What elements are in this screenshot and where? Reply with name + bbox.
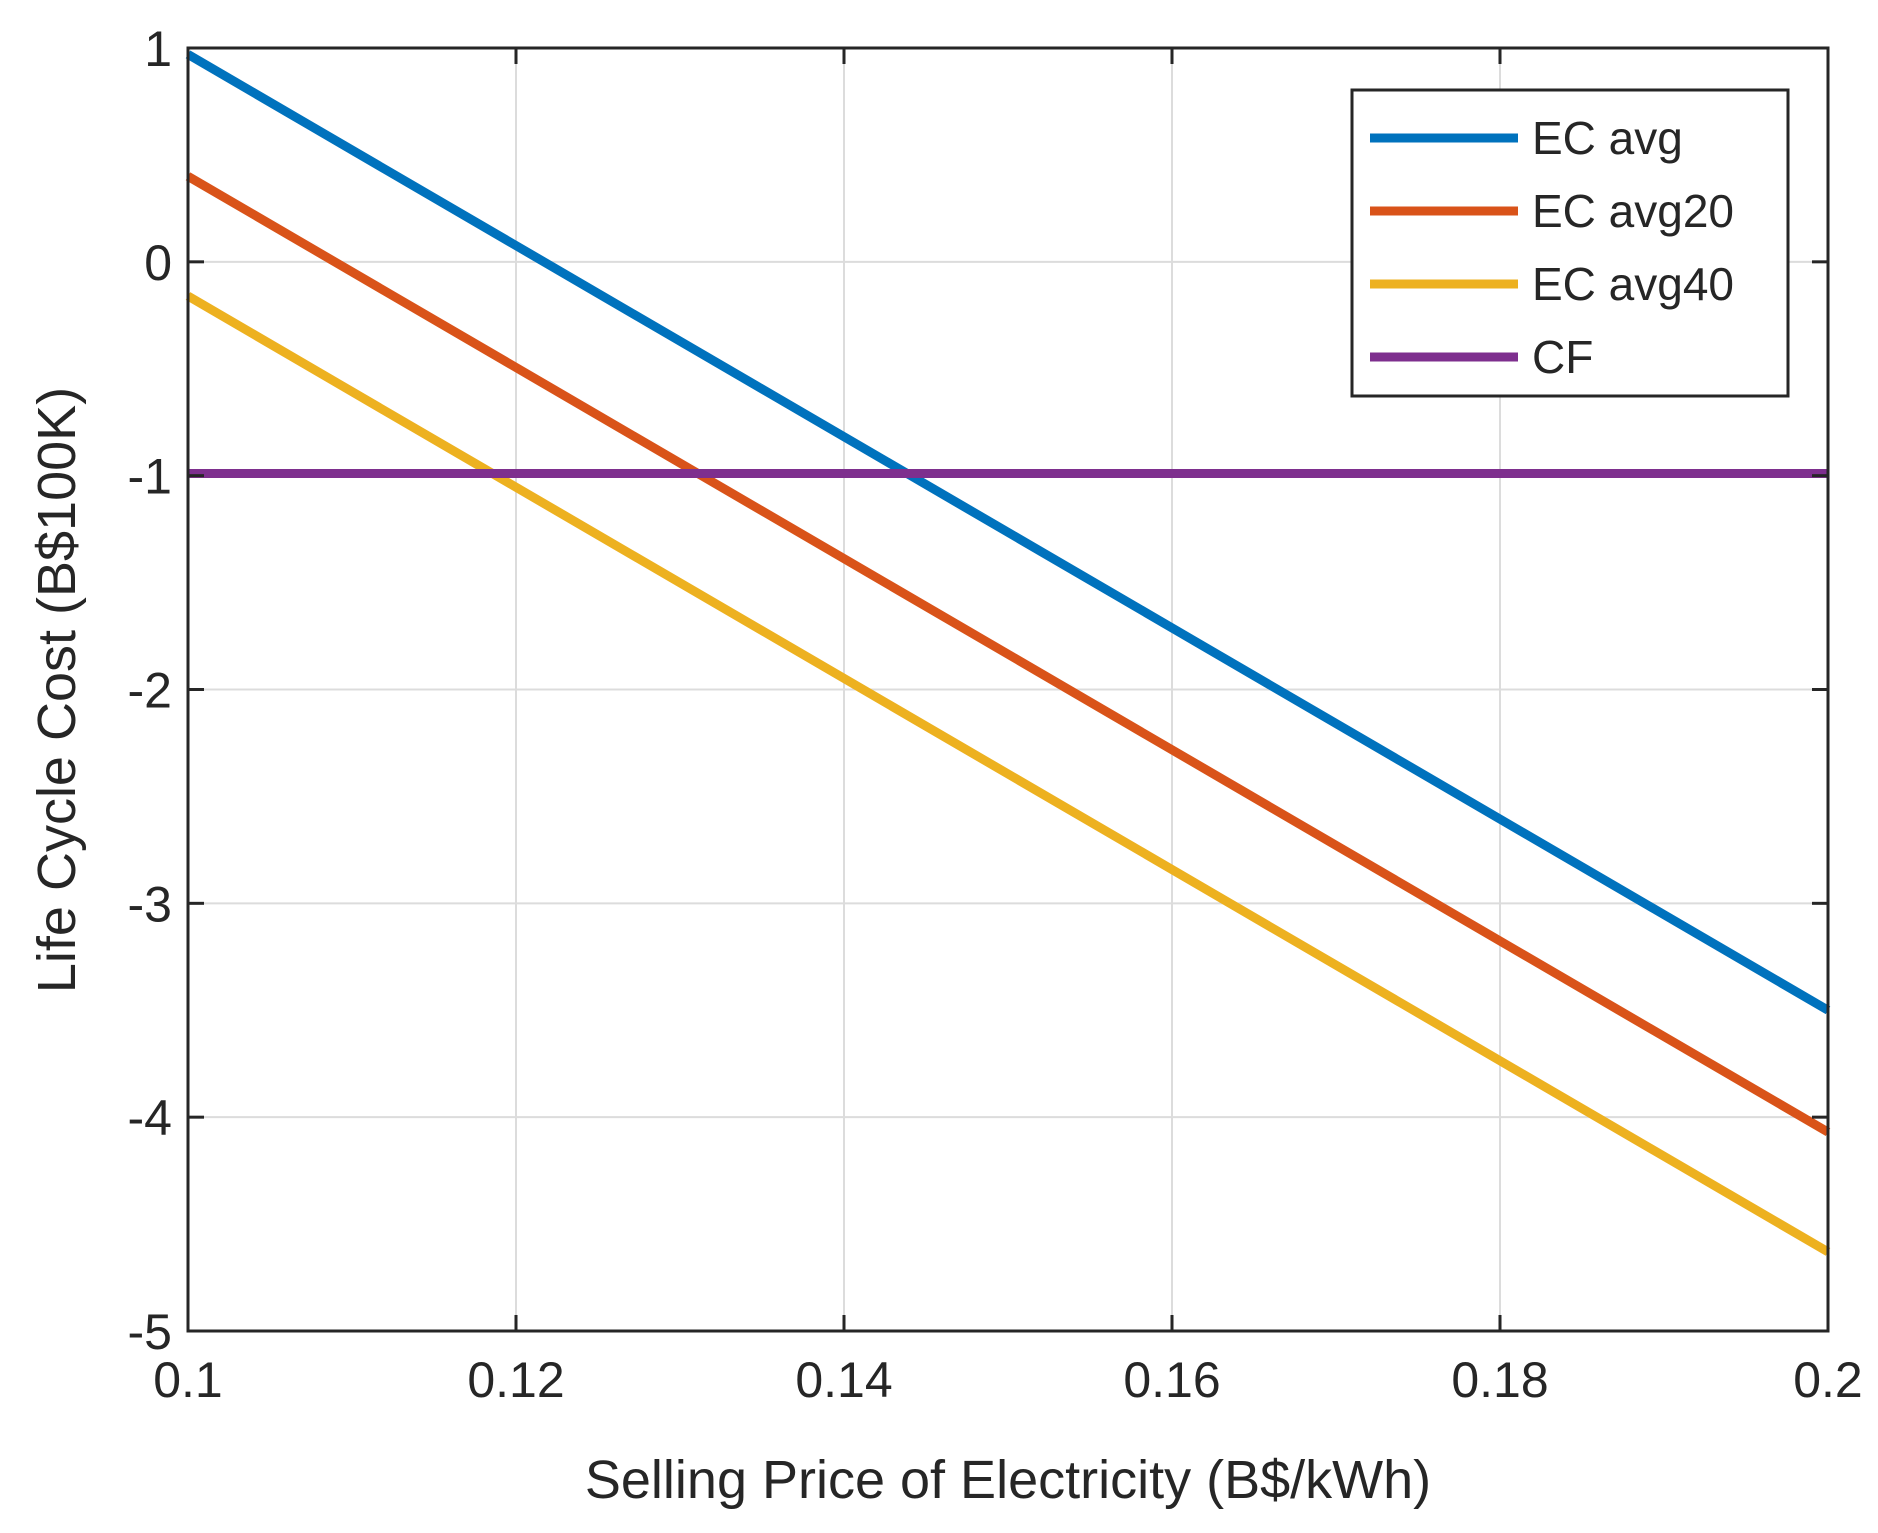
- x-axis-label: Selling Price of Electricity (B$/kWh): [585, 1450, 1431, 1510]
- tick-labels: 0.1 0.12 0.14 0.16 0.18 0.2 1 0 -1 -2 -3 -4 -5: [128, 21, 1863, 1408]
- series-line-ec-avg20: [185, 172, 1831, 1137]
- y-axis-label: Life Cycle Cost (B$100K): [27, 387, 87, 993]
- y-tick-label: -5: [128, 1304, 172, 1360]
- tick-marks: [186, 46, 1830, 1333]
- series-line-ec-avg40: [185, 292, 1831, 1256]
- y-tick-label: -3: [128, 876, 172, 932]
- y-tick-label: 0: [144, 235, 172, 291]
- x-tick-label: 0.16: [1123, 1352, 1220, 1408]
- legend-label-ec-avg: EC avg: [1532, 112, 1683, 164]
- x-tick-label: 0.12: [467, 1352, 564, 1408]
- y-tick-label: 1: [144, 21, 172, 77]
- x-tick-label: 0.1: [153, 1352, 223, 1408]
- y-tick-label: -1: [128, 449, 172, 505]
- y-tick-label: -2: [128, 663, 172, 719]
- legend-label-ec-avg20: EC avg20: [1532, 185, 1734, 237]
- x-tick-label: 0.14: [795, 1352, 892, 1408]
- legend-label-ec-avg40: EC avg40: [1532, 258, 1734, 310]
- legend: EC avg EC avg20 EC avg40 CF: [1350, 88, 1790, 398]
- x-tick-label: 0.2: [1793, 1352, 1863, 1408]
- series-line-ec-avg: [185, 50, 1831, 1015]
- legend-label-cf: CF: [1532, 331, 1593, 383]
- x-tick-label: 0.18: [1451, 1352, 1548, 1408]
- series-lines: [185, 50, 1831, 1256]
- y-tick-label: -4: [128, 1090, 172, 1146]
